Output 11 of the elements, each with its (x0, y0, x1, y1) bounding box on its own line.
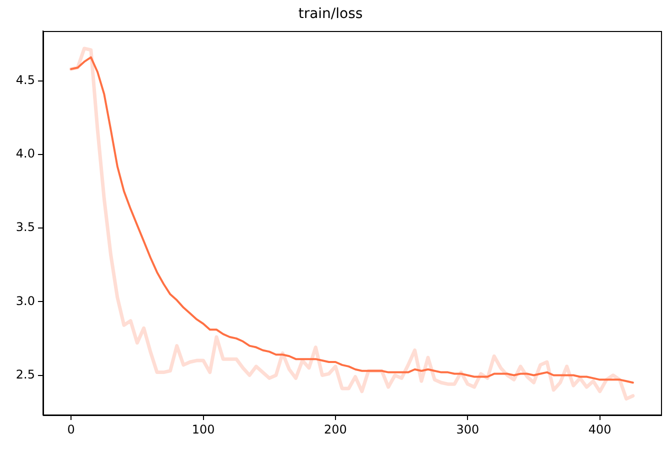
y-tick-label: 4.0 (16, 146, 35, 161)
y-tick-label: 4.5 (16, 72, 35, 87)
x-tick-label: 100 (192, 422, 215, 436)
chart-title: train/loss (298, 6, 363, 22)
x-tick-label: 400 (588, 422, 612, 436)
x-tick-label: 300 (456, 422, 480, 436)
x-tick-label: 0 (67, 422, 75, 436)
x-tick-label: 200 (324, 422, 347, 436)
y-tick-label: 3.5 (16, 220, 35, 234)
y-tick-label: 3.0 (16, 294, 35, 308)
y-tick-label: 2.5 (16, 367, 35, 382)
